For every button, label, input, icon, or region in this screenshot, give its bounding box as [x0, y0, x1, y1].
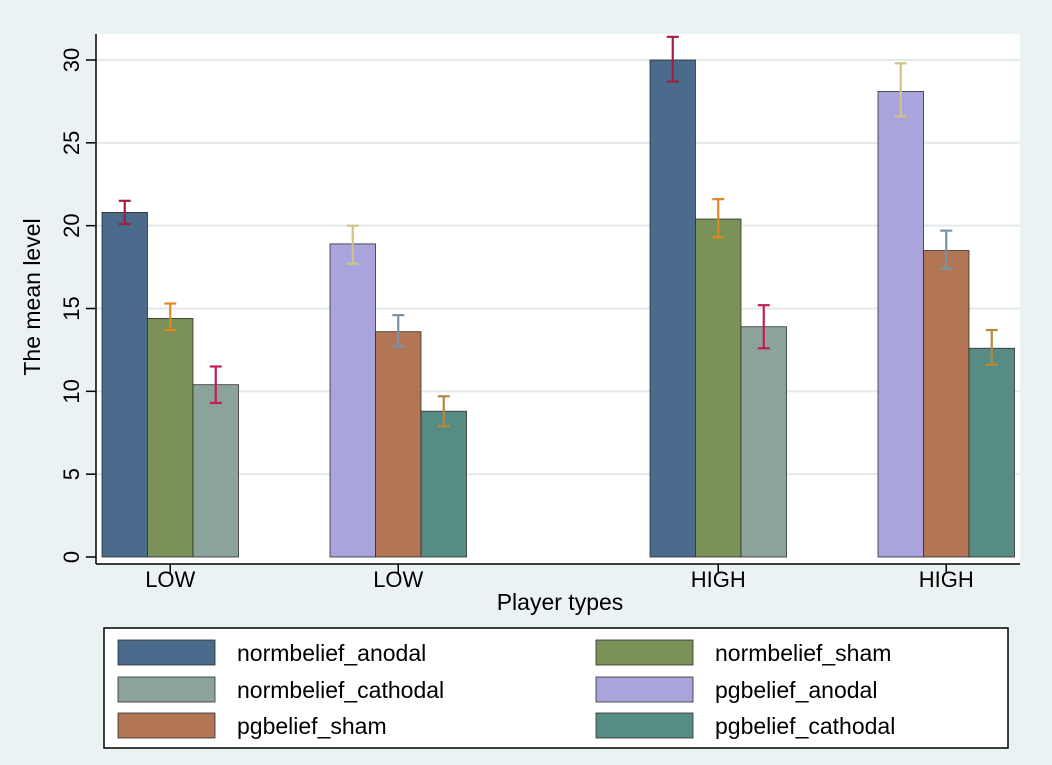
bar-normbelief_anodal: [649, 59, 696, 558]
bar-normbelief_sham: [695, 218, 742, 558]
error-bar-pgbelief_anodal: [346, 224, 359, 265]
legend-item-normbelief_sham: normbelief_sham: [595, 639, 891, 666]
error-bar-pgbelief_sham: [940, 229, 953, 270]
error-bar-pgbelief_sham: [392, 314, 405, 348]
bar-normbelief_cathodal: [192, 384, 239, 558]
error-bar-pgbelief_cathodal: [985, 328, 998, 366]
y-tick-label: 30: [59, 48, 84, 72]
legend-item-pgbelief_anodal: pgbelief_anodal: [595, 676, 877, 703]
x-axis: LOW LOW HIGH HIGH: [96, 563, 1020, 592]
gridlines: [96, 59, 1020, 476]
plot-area: [96, 34, 1020, 564]
x-tick-label: LOW: [145, 567, 195, 592]
bar-pgbelief_sham: [375, 331, 422, 558]
x-axis-title: Player types: [497, 589, 624, 615]
legend-box: [103, 627, 1009, 749]
bars: [101, 59, 1015, 558]
legend-swatch: [117, 712, 216, 739]
y-axis-title: The mean level: [19, 218, 45, 375]
bar-pgbelief_sham: [923, 250, 970, 558]
bar-pgbelief_anodal: [329, 243, 376, 558]
bar-pgbelief_cathodal: [420, 410, 467, 558]
y-tick-label: 20: [59, 213, 84, 237]
bar-normbelief_cathodal: [740, 326, 787, 558]
legend-label: normbelief_cathodal: [237, 677, 444, 703]
error-bar-normbelief_anodal: [666, 35, 679, 83]
legend-item-pgbelief_sham: pgbelief_sham: [117, 712, 387, 739]
legend: normbelief_anodal normbelief_sham normbeli…: [103, 627, 1009, 749]
y-tick-label: 5: [59, 468, 84, 480]
legend-label: pgbelief_cathodal: [715, 713, 895, 739]
error-bar-pgbelief_cathodal: [437, 395, 450, 428]
y-tick-label: 10: [59, 379, 84, 403]
legend-swatch: [117, 639, 216, 666]
y-tick-label: 25: [59, 131, 84, 155]
legend-item-normbelief_cathodal: normbelief_cathodal: [117, 676, 444, 703]
legend-swatch: [117, 676, 216, 703]
legend-swatch: [595, 712, 694, 739]
error-bar-normbelief_anodal: [118, 199, 131, 226]
legend-item-pgbelief_cathodal: pgbelief_cathodal: [595, 712, 895, 739]
legend-label: pgbelief_sham: [237, 713, 387, 739]
legend-swatch: [595, 676, 694, 703]
legend-label: pgbelief_anodal: [715, 677, 877, 703]
legend-item-normbelief_anodal: normbelief_anodal: [117, 639, 426, 666]
y-axis: 0 5 10 15 20 25 30: [59, 34, 97, 564]
legend-label: normbelief_sham: [715, 640, 891, 666]
error-bar-normbelief_sham: [712, 198, 725, 239]
bar-pgbelief_cathodal: [968, 347, 1015, 558]
error-bar-pgbelief_anodal: [894, 62, 907, 118]
error-bar-normbelief_sham: [164, 302, 177, 332]
y-tick-label: 0: [59, 551, 84, 563]
legend-label: normbelief_anodal: [237, 640, 426, 666]
y-tick-label: 15: [59, 296, 84, 320]
bar-normbelief_sham: [147, 318, 194, 558]
bar-normbelief_anodal: [101, 212, 148, 558]
x-tick-label: HIGH: [919, 567, 974, 592]
x-tick-label: HIGH: [691, 567, 746, 592]
x-tick-label: LOW: [373, 567, 423, 592]
legend-swatch: [595, 639, 694, 666]
error-bars: [118, 35, 998, 428]
error-bar-normbelief_cathodal: [757, 304, 770, 350]
bar-pgbelief_anodal: [877, 91, 924, 558]
error-bar-normbelief_cathodal: [209, 365, 222, 405]
